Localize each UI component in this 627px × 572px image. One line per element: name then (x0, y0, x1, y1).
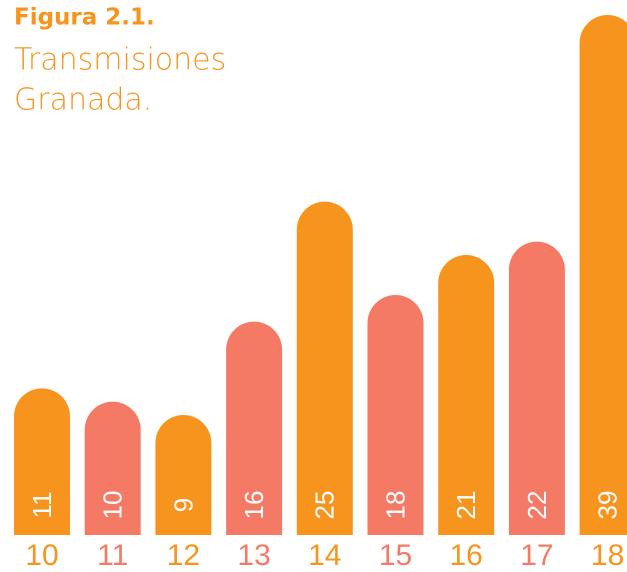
value-label: 10 (98, 491, 128, 520)
x-tick-label: 16 (450, 539, 483, 572)
bar (14, 388, 70, 535)
bar (155, 415, 212, 535)
chart-subtitle: Transmisiones (14, 43, 226, 78)
value-label: 22 (522, 491, 552, 520)
bar (438, 255, 495, 536)
x-tick-label: 13 (237, 539, 270, 572)
x-tick-label: 18 (591, 539, 624, 572)
bar (84, 401, 141, 535)
bar (508, 241, 565, 536)
value-label: 21 (451, 491, 481, 520)
value-label: 39 (592, 491, 622, 520)
x-tick-label: 11 (97, 539, 128, 572)
x-tick-label: 15 (379, 539, 412, 572)
x-tick-label: 14 (308, 539, 341, 572)
x-tick-label: 12 (167, 539, 200, 572)
x-tick-label: 17 (520, 539, 553, 572)
value-label: 16 (239, 491, 269, 520)
value-label: 18 (380, 491, 410, 520)
chart-title: Figura 2.1. (14, 5, 155, 31)
value-label: 11 (27, 492, 57, 519)
bar (296, 201, 353, 535)
bar (367, 295, 424, 535)
chart-subtitle: Granada. (14, 83, 152, 118)
value-label: 25 (310, 491, 340, 520)
x-tick-label: 10 (25, 539, 58, 572)
value-label: 9 (168, 498, 198, 512)
bar (226, 321, 283, 535)
bar (579, 15, 627, 535)
